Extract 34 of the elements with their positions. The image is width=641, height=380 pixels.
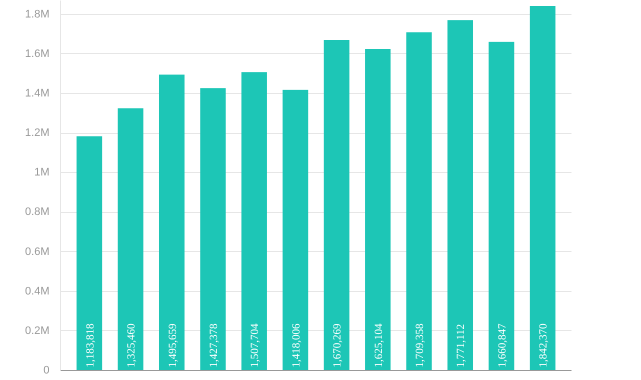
bar bbox=[324, 40, 350, 370]
bar bbox=[488, 42, 514, 370]
data-label: 1,418,006 bbox=[290, 323, 302, 368]
data-label: 1,709,358 bbox=[414, 323, 426, 368]
bar bbox=[530, 6, 556, 370]
data-label: 1,771,112 bbox=[455, 324, 468, 368]
bar bbox=[282, 90, 308, 370]
y-tick-label: 0 bbox=[43, 364, 50, 376]
data-label: 1,427,378 bbox=[208, 323, 220, 368]
data-label: 1,325,460 bbox=[126, 323, 138, 368]
y-tick-label: 0.2M bbox=[25, 324, 50, 337]
y-tick-label: 0.4M bbox=[25, 285, 50, 298]
data-label: 1,842,370 bbox=[538, 323, 550, 368]
data-label: 1,507,704 bbox=[249, 323, 262, 368]
bar bbox=[241, 72, 267, 370]
data-label: 1,183,818 bbox=[84, 323, 96, 368]
y-tick-label: 0.8M bbox=[25, 206, 50, 218]
y-tick-label: 1.8M bbox=[25, 8, 50, 20]
data-label: 1,660,847 bbox=[496, 323, 508, 368]
bar bbox=[158, 74, 185, 370]
data-label: 1,625,104 bbox=[372, 323, 385, 368]
y-tick-label: 1M bbox=[34, 166, 50, 179]
data-label: 1,670,269 bbox=[332, 323, 344, 368]
bar bbox=[406, 32, 432, 370]
y-tick-label: 1.4M bbox=[25, 87, 50, 100]
y-tick-label: 1.2M bbox=[25, 127, 50, 140]
y-tick-label: 1.6M bbox=[25, 48, 50, 60]
bar bbox=[447, 20, 474, 370]
bar bbox=[365, 48, 391, 370]
bar bbox=[200, 88, 226, 370]
bar bbox=[118, 108, 144, 370]
y-tick-label: 0.6M bbox=[25, 246, 50, 258]
bar bbox=[76, 136, 102, 370]
data-label: 1,495,659 bbox=[166, 323, 179, 368]
